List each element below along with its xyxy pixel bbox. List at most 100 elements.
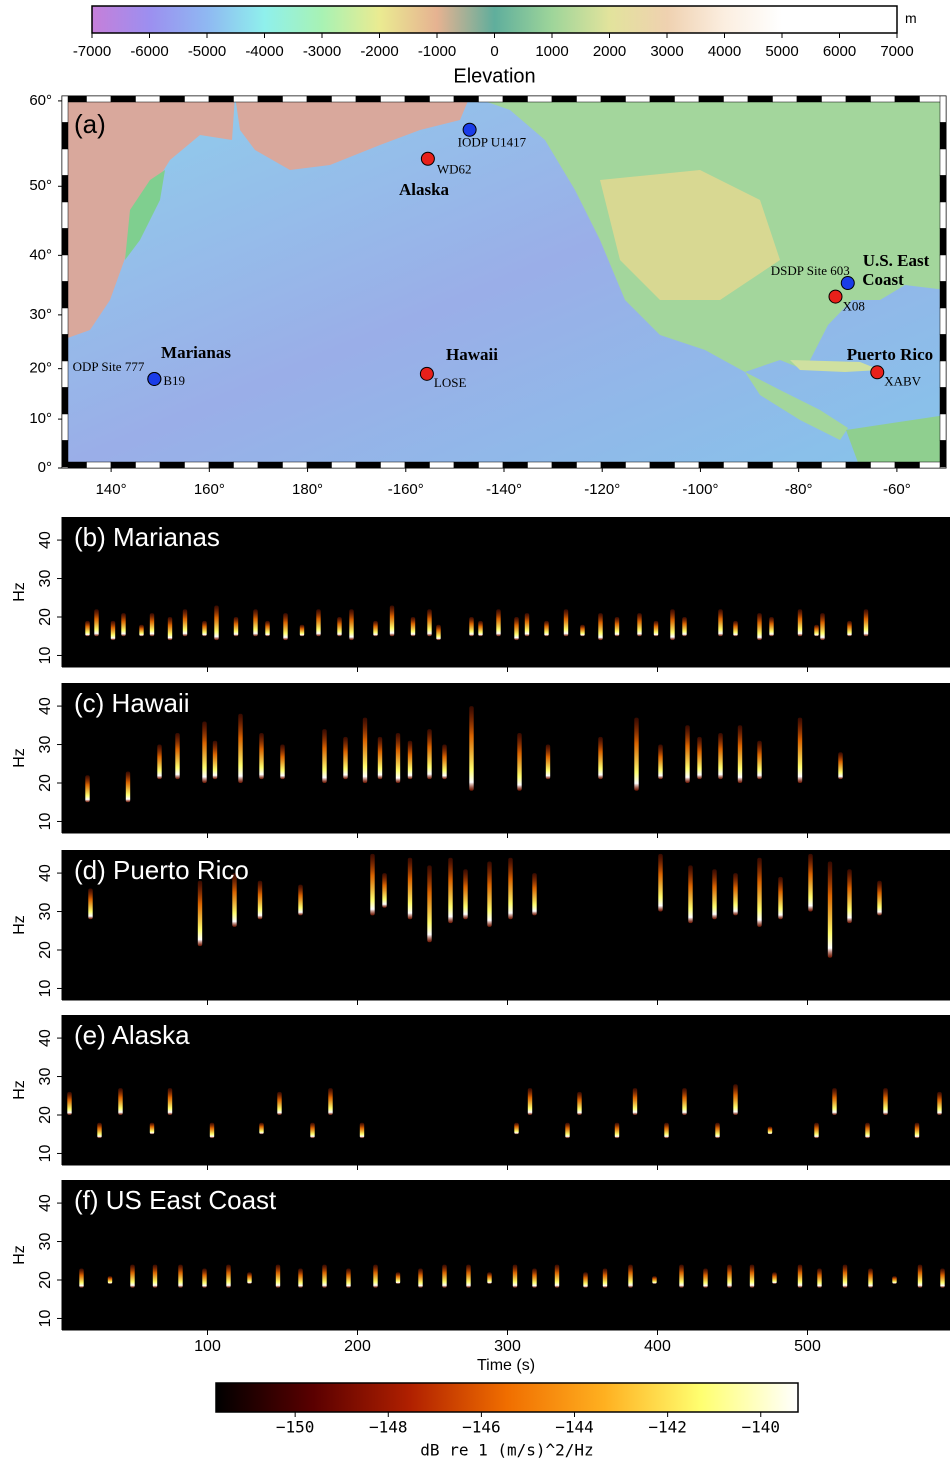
site-label: X08: [843, 299, 865, 314]
call-streak: [130, 1265, 134, 1288]
frame-segment: [601, 462, 626, 468]
frame-segment: [160, 462, 185, 468]
call-streak: [427, 729, 431, 779]
site-marker: [841, 277, 854, 290]
call-streak: [360, 1123, 364, 1138]
call-streak: [513, 1265, 517, 1288]
y-tick-label: 50°: [29, 177, 52, 194]
frame-segment: [940, 202, 946, 229]
frame-segment: [332, 96, 357, 102]
frame-segment: [356, 462, 381, 468]
call-streak: [615, 617, 619, 636]
y-tick-label: 30: [37, 903, 54, 921]
frame-segment: [724, 96, 749, 102]
x-tick-label: -80°: [785, 481, 813, 498]
y-tick-label: 10: [37, 979, 54, 997]
tick-label: -5000: [188, 43, 226, 60]
call-streak: [768, 1127, 772, 1135]
call-streak: [469, 706, 473, 791]
call-streak: [580, 625, 584, 637]
region-label: U.S. East: [863, 251, 930, 270]
call-streak: [300, 625, 304, 637]
call-streak: [798, 609, 802, 636]
frame-segment: [62, 176, 68, 203]
y-tick-label: 20: [37, 1271, 54, 1289]
call-streak: [718, 609, 722, 636]
frame-segment: [405, 96, 430, 102]
call-streak: [126, 771, 130, 802]
frame-segment: [209, 96, 234, 102]
y-tick-label: 20: [37, 774, 54, 792]
frame-segment: [430, 462, 455, 468]
y-tick-label: 20: [37, 608, 54, 626]
frame-segment: [650, 462, 675, 468]
frame-segment: [797, 96, 822, 102]
call-streak: [202, 621, 206, 636]
call-streak: [682, 617, 686, 636]
call-streak: [654, 621, 658, 636]
call-streak: [202, 721, 206, 783]
call-streak: [733, 873, 737, 915]
frame-segment: [940, 96, 946, 123]
tick-label: -7000: [73, 43, 111, 60]
call-streak: [298, 885, 302, 916]
y-tick-label: 20: [37, 1106, 54, 1124]
site-marker: [420, 367, 433, 380]
frame-segment: [62, 467, 68, 468]
frame-segment: [185, 96, 210, 102]
tick-label: −146: [462, 1418, 501, 1437]
frame-segment: [454, 462, 479, 468]
call-streak: [94, 609, 98, 636]
colorbar-label: dB re 1 (m/s)^2/Hz: [420, 1441, 593, 1460]
call-streak: [427, 609, 431, 636]
call-streak: [118, 1088, 122, 1115]
frame-segment: [332, 462, 357, 468]
frame-segment: [62, 441, 68, 468]
call-streak: [565, 1123, 569, 1138]
frame-segment: [675, 462, 700, 468]
call-streak: [843, 1265, 847, 1288]
y-axis-label: Hz: [11, 1080, 28, 1100]
frame-segment: [577, 462, 602, 468]
call-streak: [442, 1265, 446, 1288]
frame-segment: [185, 462, 210, 468]
x-tick-label: -60°: [883, 481, 911, 498]
call-streak: [877, 881, 881, 916]
frame-segment: [895, 462, 920, 468]
call-streak: [139, 625, 143, 637]
call-streak: [832, 1088, 836, 1115]
call-streak: [757, 741, 761, 779]
y-tick-label: 40: [37, 1029, 54, 1047]
frame-segment: [234, 96, 259, 102]
call-streak: [310, 1123, 314, 1138]
site-marker: [871, 366, 884, 379]
frame-segment: [62, 308, 68, 335]
call-streak: [111, 621, 115, 640]
call-streak: [658, 854, 662, 912]
call-streak: [628, 1265, 632, 1288]
frame-segment: [601, 96, 626, 102]
call-streak: [487, 862, 491, 927]
site-label: XABV: [884, 373, 921, 388]
call-streak: [682, 1088, 686, 1115]
call-streak: [408, 858, 412, 920]
call-streak: [378, 737, 382, 779]
frame-segment: [62, 388, 68, 415]
y-tick-label: 30: [37, 736, 54, 754]
call-streak: [85, 621, 89, 636]
call-streak: [615, 1123, 619, 1138]
frame-segment: [111, 462, 136, 468]
frame-segment: [846, 96, 871, 102]
call-streak: [466, 1265, 470, 1288]
call-streak: [298, 1268, 302, 1287]
call-streak: [715, 1123, 719, 1138]
colorbar-label: Elevation: [453, 65, 535, 87]
frame-segment: [381, 462, 406, 468]
x-tick-label: 140°: [96, 481, 127, 498]
frame-segment: [405, 462, 430, 468]
call-streak: [772, 1272, 776, 1284]
colorbar: [92, 6, 897, 33]
panel-title: (e) Alaska: [74, 1020, 190, 1050]
site-label: DSDP Site 603: [771, 263, 850, 278]
call-streak: [828, 862, 832, 958]
